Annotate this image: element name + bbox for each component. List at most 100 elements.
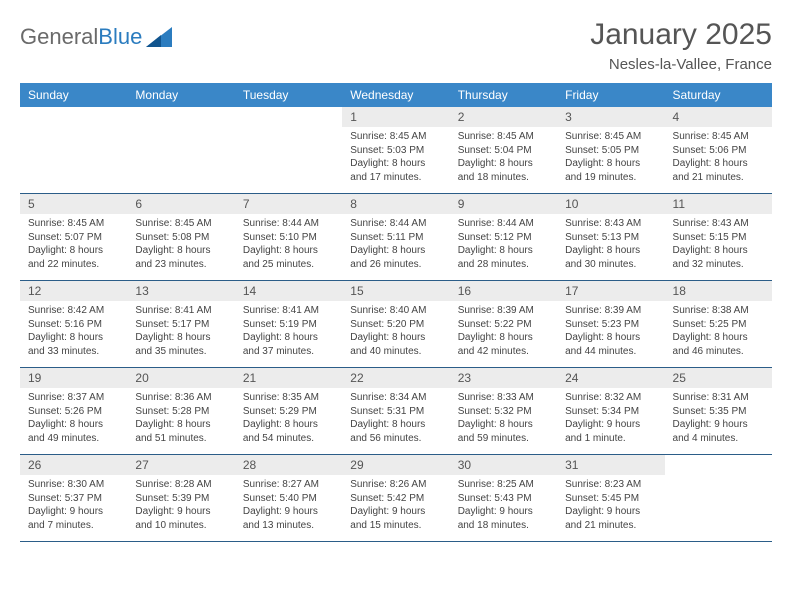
- day-number: 2: [450, 107, 557, 127]
- day-details: Sunrise: 8:32 AMSunset: 5:34 PMDaylight:…: [557, 388, 664, 450]
- day-details: Sunrise: 8:45 AMSunset: 5:04 PMDaylight:…: [450, 127, 557, 189]
- daylight-line: Daylight: 8 hours and 46 minutes.: [673, 331, 764, 358]
- day-details: Sunrise: 8:26 AMSunset: 5:42 PMDaylight:…: [342, 475, 449, 537]
- daylight-line: Daylight: 9 hours and 10 minutes.: [135, 505, 226, 532]
- day-number: 19: [20, 368, 127, 388]
- day-details: Sunrise: 8:43 AMSunset: 5:13 PMDaylight:…: [557, 214, 664, 276]
- weekday-header: Thursday: [450, 83, 557, 107]
- sunset-line: Sunset: 5:15 PM: [673, 231, 764, 245]
- day-details: Sunrise: 8:45 AMSunset: 5:05 PMDaylight:…: [557, 127, 664, 189]
- daylight-line: Daylight: 8 hours and 18 minutes.: [458, 157, 549, 184]
- calendar-day-cell: 22Sunrise: 8:34 AMSunset: 5:31 PMDayligh…: [342, 368, 449, 455]
- daylight-line: Daylight: 8 hours and 21 minutes.: [673, 157, 764, 184]
- day-number: 20: [127, 368, 234, 388]
- day-details: Sunrise: 8:39 AMSunset: 5:22 PMDaylight:…: [450, 301, 557, 363]
- day-number: 1: [342, 107, 449, 127]
- day-number: 23: [450, 368, 557, 388]
- sunrise-line: Sunrise: 8:41 AM: [243, 304, 334, 318]
- sunrise-line: Sunrise: 8:30 AM: [28, 478, 119, 492]
- sunrise-line: Sunrise: 8:31 AM: [673, 391, 764, 405]
- day-number: 16: [450, 281, 557, 301]
- sunset-line: Sunset: 5:13 PM: [565, 231, 656, 245]
- day-number: 29: [342, 455, 449, 475]
- sunrise-line: Sunrise: 8:45 AM: [565, 130, 656, 144]
- day-details: Sunrise: 8:38 AMSunset: 5:25 PMDaylight:…: [665, 301, 772, 363]
- sunrise-line: Sunrise: 8:38 AM: [673, 304, 764, 318]
- calendar-day-cell: 27Sunrise: 8:28 AMSunset: 5:39 PMDayligh…: [127, 455, 234, 542]
- day-details: Sunrise: 8:44 AMSunset: 5:12 PMDaylight:…: [450, 214, 557, 276]
- sunrise-line: Sunrise: 8:37 AM: [28, 391, 119, 405]
- day-details: Sunrise: 8:44 AMSunset: 5:10 PMDaylight:…: [235, 214, 342, 276]
- daylight-line: Daylight: 8 hours and 44 minutes.: [565, 331, 656, 358]
- sunset-line: Sunset: 5:08 PM: [135, 231, 226, 245]
- daylight-line: Daylight: 8 hours and 26 minutes.: [350, 244, 441, 271]
- sunrise-line: Sunrise: 8:45 AM: [350, 130, 441, 144]
- daylight-line: Daylight: 8 hours and 30 minutes.: [565, 244, 656, 271]
- sunrise-line: Sunrise: 8:35 AM: [243, 391, 334, 405]
- calendar-week-row: 12Sunrise: 8:42 AMSunset: 5:16 PMDayligh…: [20, 281, 772, 368]
- day-number: 14: [235, 281, 342, 301]
- sunset-line: Sunset: 5:17 PM: [135, 318, 226, 332]
- sunrise-line: Sunrise: 8:44 AM: [243, 217, 334, 231]
- sunset-line: Sunset: 5:05 PM: [565, 144, 656, 158]
- day-details: Sunrise: 8:25 AMSunset: 5:43 PMDaylight:…: [450, 475, 557, 537]
- sunrise-line: Sunrise: 8:43 AM: [565, 217, 656, 231]
- day-details: Sunrise: 8:41 AMSunset: 5:19 PMDaylight:…: [235, 301, 342, 363]
- day-number: 4: [665, 107, 772, 127]
- day-details: Sunrise: 8:43 AMSunset: 5:15 PMDaylight:…: [665, 214, 772, 276]
- day-number: 27: [127, 455, 234, 475]
- calendar-day-cell: 3Sunrise: 8:45 AMSunset: 5:05 PMDaylight…: [557, 107, 664, 194]
- calendar-day-cell: 10Sunrise: 8:43 AMSunset: 5:13 PMDayligh…: [557, 194, 664, 281]
- daylight-line: Daylight: 8 hours and 37 minutes.: [243, 331, 334, 358]
- sunset-line: Sunset: 5:37 PM: [28, 492, 119, 506]
- weekday-header-row: SundayMondayTuesdayWednesdayThursdayFrid…: [20, 83, 772, 107]
- daylight-line: Daylight: 8 hours and 32 minutes.: [673, 244, 764, 271]
- calendar-day-cell: [665, 455, 772, 542]
- calendar-day-cell: 1Sunrise: 8:45 AMSunset: 5:03 PMDaylight…: [342, 107, 449, 194]
- weekday-header: Tuesday: [235, 83, 342, 107]
- calendar-day-cell: 7Sunrise: 8:44 AMSunset: 5:10 PMDaylight…: [235, 194, 342, 281]
- weekday-header: Friday: [557, 83, 664, 107]
- brand-part2: Blue: [98, 24, 142, 50]
- day-number: 11: [665, 194, 772, 214]
- calendar-day-cell: 29Sunrise: 8:26 AMSunset: 5:42 PMDayligh…: [342, 455, 449, 542]
- sunrise-line: Sunrise: 8:45 AM: [135, 217, 226, 231]
- sunrise-line: Sunrise: 8:45 AM: [28, 217, 119, 231]
- daylight-line: Daylight: 8 hours and 35 minutes.: [135, 331, 226, 358]
- day-number: 12: [20, 281, 127, 301]
- calendar-day-cell: 15Sunrise: 8:40 AMSunset: 5:20 PMDayligh…: [342, 281, 449, 368]
- daylight-line: Daylight: 8 hours and 28 minutes.: [458, 244, 549, 271]
- daylight-line: Daylight: 8 hours and 19 minutes.: [565, 157, 656, 184]
- sunset-line: Sunset: 5:03 PM: [350, 144, 441, 158]
- day-number: 3: [557, 107, 664, 127]
- day-details: Sunrise: 8:41 AMSunset: 5:17 PMDaylight:…: [127, 301, 234, 363]
- sunrise-line: Sunrise: 8:44 AM: [458, 217, 549, 231]
- day-details: Sunrise: 8:34 AMSunset: 5:31 PMDaylight:…: [342, 388, 449, 450]
- sunset-line: Sunset: 5:20 PM: [350, 318, 441, 332]
- day-details: Sunrise: 8:36 AMSunset: 5:28 PMDaylight:…: [127, 388, 234, 450]
- sunset-line: Sunset: 5:16 PM: [28, 318, 119, 332]
- calendar-day-cell: 23Sunrise: 8:33 AMSunset: 5:32 PMDayligh…: [450, 368, 557, 455]
- daylight-line: Daylight: 9 hours and 15 minutes.: [350, 505, 441, 532]
- calendar-week-row: 5Sunrise: 8:45 AMSunset: 5:07 PMDaylight…: [20, 194, 772, 281]
- sunset-line: Sunset: 5:12 PM: [458, 231, 549, 245]
- day-details: Sunrise: 8:27 AMSunset: 5:40 PMDaylight:…: [235, 475, 342, 537]
- day-number: 31: [557, 455, 664, 475]
- daylight-line: Daylight: 9 hours and 4 minutes.: [673, 418, 764, 445]
- sunset-line: Sunset: 5:32 PM: [458, 405, 549, 419]
- calendar-week-row: 26Sunrise: 8:30 AMSunset: 5:37 PMDayligh…: [20, 455, 772, 542]
- day-details: Sunrise: 8:33 AMSunset: 5:32 PMDaylight:…: [450, 388, 557, 450]
- calendar-day-cell: 18Sunrise: 8:38 AMSunset: 5:25 PMDayligh…: [665, 281, 772, 368]
- sunrise-line: Sunrise: 8:32 AM: [565, 391, 656, 405]
- calendar-table: SundayMondayTuesdayWednesdayThursdayFrid…: [20, 83, 772, 542]
- sunrise-line: Sunrise: 8:40 AM: [350, 304, 441, 318]
- sunset-line: Sunset: 5:11 PM: [350, 231, 441, 245]
- sunrise-line: Sunrise: 8:44 AM: [350, 217, 441, 231]
- day-number: 17: [557, 281, 664, 301]
- sunrise-line: Sunrise: 8:26 AM: [350, 478, 441, 492]
- sunrise-line: Sunrise: 8:43 AM: [673, 217, 764, 231]
- day-details: Sunrise: 8:30 AMSunset: 5:37 PMDaylight:…: [20, 475, 127, 537]
- daylight-line: Daylight: 8 hours and 22 minutes.: [28, 244, 119, 271]
- day-number: 9: [450, 194, 557, 214]
- calendar-day-cell: 17Sunrise: 8:39 AMSunset: 5:23 PMDayligh…: [557, 281, 664, 368]
